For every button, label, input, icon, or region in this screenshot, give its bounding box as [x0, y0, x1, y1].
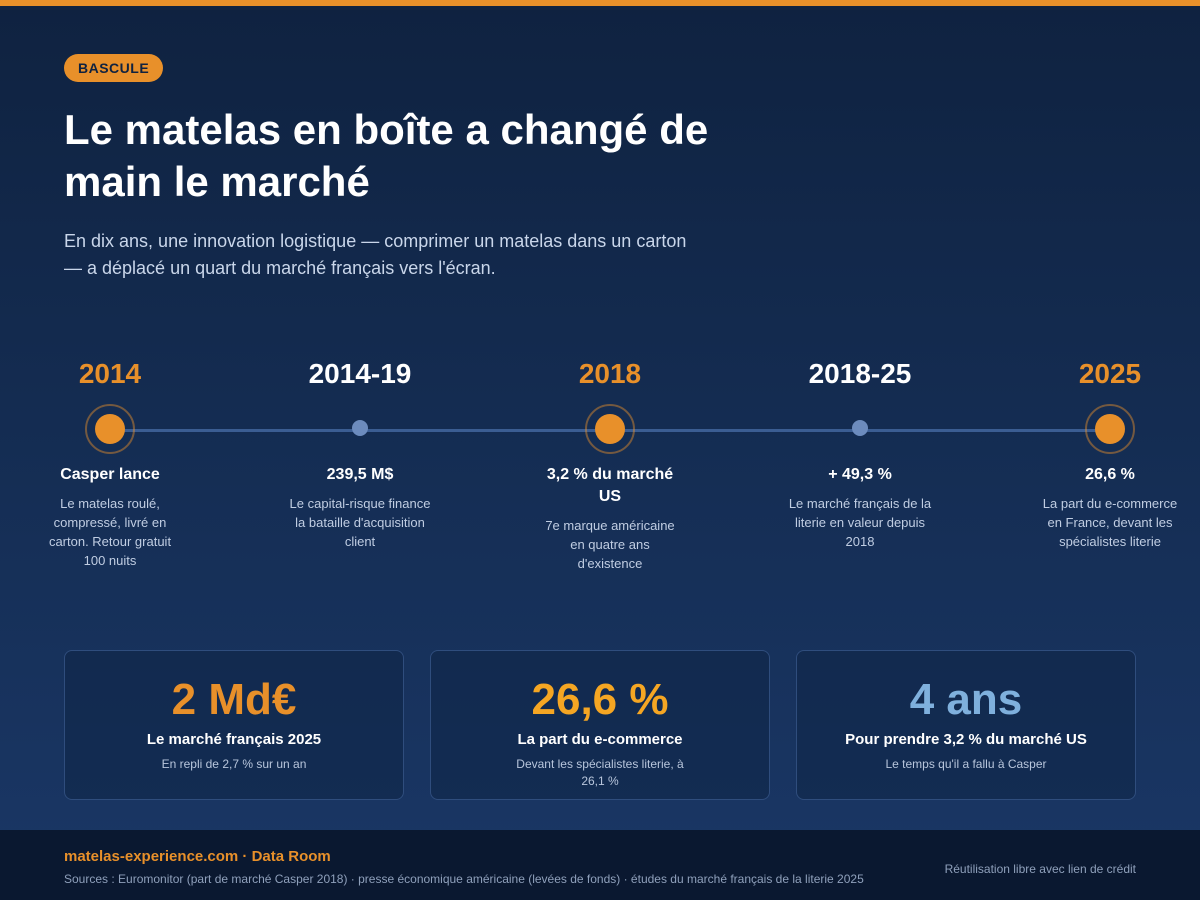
- timeline-item-2018-25: 2018-25 + 49,3 % Le marché français de l…: [780, 350, 940, 551]
- timeline-item-2018: 2018 3,2 % du marché US 7e marque améric…: [530, 350, 690, 573]
- timeline-year: 2018: [578, 358, 642, 389]
- timeline: 2014 Casper lance Le matelas roulé, comp…: [0, 350, 1200, 590]
- milestone-minor-dot-icon: [352, 420, 368, 436]
- stat-value: 2 Md€: [171, 675, 297, 724]
- timeline-headline: Casper lance: [60, 466, 160, 483]
- page-subtitle: En dix ans, une innovation logistique — …: [64, 231, 687, 278]
- timeline-description: Le capital-risque finance la bataille d'…: [289, 496, 431, 549]
- footer: matelas-experience.com · Data Room Sourc…: [0, 830, 1200, 900]
- top-accent-bar: [0, 0, 1200, 6]
- stat-card-market-size: 2 Md€ Le marché français 2025 En repli d…: [64, 650, 404, 800]
- timeline-description: La part du e-commerce en France, devant …: [1042, 496, 1178, 549]
- stat-value: 26,6 %: [531, 675, 669, 724]
- milestone-major-dot-icon: [1085, 404, 1135, 454]
- timeline-headline: 239,5 M$: [326, 466, 394, 483]
- timeline-headline: 3,2 % du marché US: [546, 466, 674, 505]
- page-title: Le matelas en boîte a changé de main le …: [64, 106, 709, 205]
- timeline-year: 2018-25: [808, 358, 912, 389]
- timeline-year: 2025: [1078, 358, 1142, 389]
- milestone-major-dot-icon: [85, 404, 135, 454]
- stat-card-ecommerce-share: 26,6 % La part du e-commerce Devant les …: [430, 650, 770, 800]
- footer-sources: Sources : Euromonitor (part de marché Ca…: [64, 872, 864, 886]
- stat-note: Le temps qu'il a fallu à Casper: [885, 757, 1047, 771]
- timeline-description: 7e marque américaine en quatre ans d'exi…: [545, 518, 675, 571]
- milestone-major-dot-icon: [585, 404, 635, 454]
- timeline-item-2025: 2025 26,6 % La part du e-commerce en Fra…: [1030, 350, 1190, 551]
- timeline-description: Le matelas roulé, compressé, livré en ca…: [48, 496, 172, 568]
- timeline-item-2014-19: 2014-19 239,5 M$ Le capital-risque finan…: [280, 350, 440, 551]
- stat-label: Le marché français 2025: [146, 731, 322, 748]
- footer-brand: matelas-experience.com · Data Room: [64, 848, 331, 865]
- footer-license: Réutilisation libre avec lien de crédit: [944, 862, 1136, 876]
- timeline-headline: + 49,3 %: [828, 466, 892, 483]
- timeline-headline: 26,6 %: [1085, 466, 1135, 483]
- stat-label: La part du e-commerce: [517, 731, 683, 748]
- timeline-year: 2014-19: [308, 358, 412, 389]
- milestone-minor-dot-icon: [852, 420, 868, 436]
- stat-note: En repli de 2,7 % sur un an: [161, 757, 307, 771]
- timeline-year: 2014: [78, 358, 142, 389]
- stat-note: Devant les spécialistes literie, à 26,1 …: [516, 757, 684, 788]
- stat-value: 4 ans: [909, 675, 1023, 724]
- stat-card-time-to-share: 4 ans Pour prendre 3,2 % du marché US Le…: [796, 650, 1136, 800]
- stat-label: Pour prendre 3,2 % du marché US: [845, 731, 1087, 748]
- timeline-item-2014: 2014 Casper lance Le matelas roulé, comp…: [30, 350, 190, 570]
- category-badge: BASCULE: [64, 54, 164, 82]
- timeline-description: Le marché français de la literie en vale…: [788, 496, 932, 549]
